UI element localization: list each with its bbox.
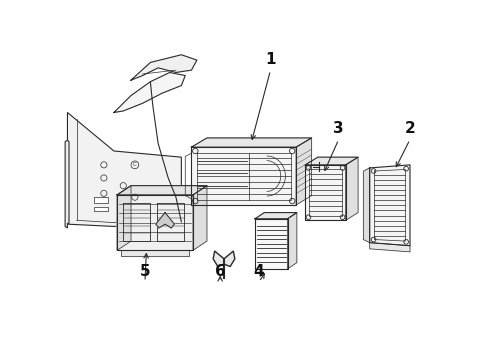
Text: 4: 4 xyxy=(253,264,264,279)
FancyBboxPatch shape xyxy=(94,197,108,203)
Polygon shape xyxy=(121,250,189,256)
Polygon shape xyxy=(305,157,358,165)
Polygon shape xyxy=(131,55,197,80)
Polygon shape xyxy=(117,186,131,250)
Text: C: C xyxy=(133,162,136,167)
Polygon shape xyxy=(114,72,185,112)
FancyBboxPatch shape xyxy=(94,207,108,211)
Polygon shape xyxy=(296,138,312,205)
Polygon shape xyxy=(369,165,410,246)
Polygon shape xyxy=(255,213,297,219)
Polygon shape xyxy=(369,243,410,252)
Text: 6: 6 xyxy=(215,264,225,279)
Polygon shape xyxy=(65,140,69,228)
Text: 2: 2 xyxy=(405,121,416,136)
Polygon shape xyxy=(117,195,193,250)
Polygon shape xyxy=(345,157,358,220)
Text: 5: 5 xyxy=(140,264,150,279)
Polygon shape xyxy=(117,186,207,195)
Polygon shape xyxy=(192,147,296,205)
Polygon shape xyxy=(288,213,297,269)
Polygon shape xyxy=(68,112,181,226)
Polygon shape xyxy=(255,219,288,269)
Polygon shape xyxy=(192,138,312,147)
Polygon shape xyxy=(213,251,235,266)
Polygon shape xyxy=(193,186,207,250)
Text: 3: 3 xyxy=(333,121,344,136)
Polygon shape xyxy=(156,213,174,228)
Polygon shape xyxy=(305,165,345,220)
Text: 1: 1 xyxy=(265,52,276,67)
Polygon shape xyxy=(364,168,369,243)
